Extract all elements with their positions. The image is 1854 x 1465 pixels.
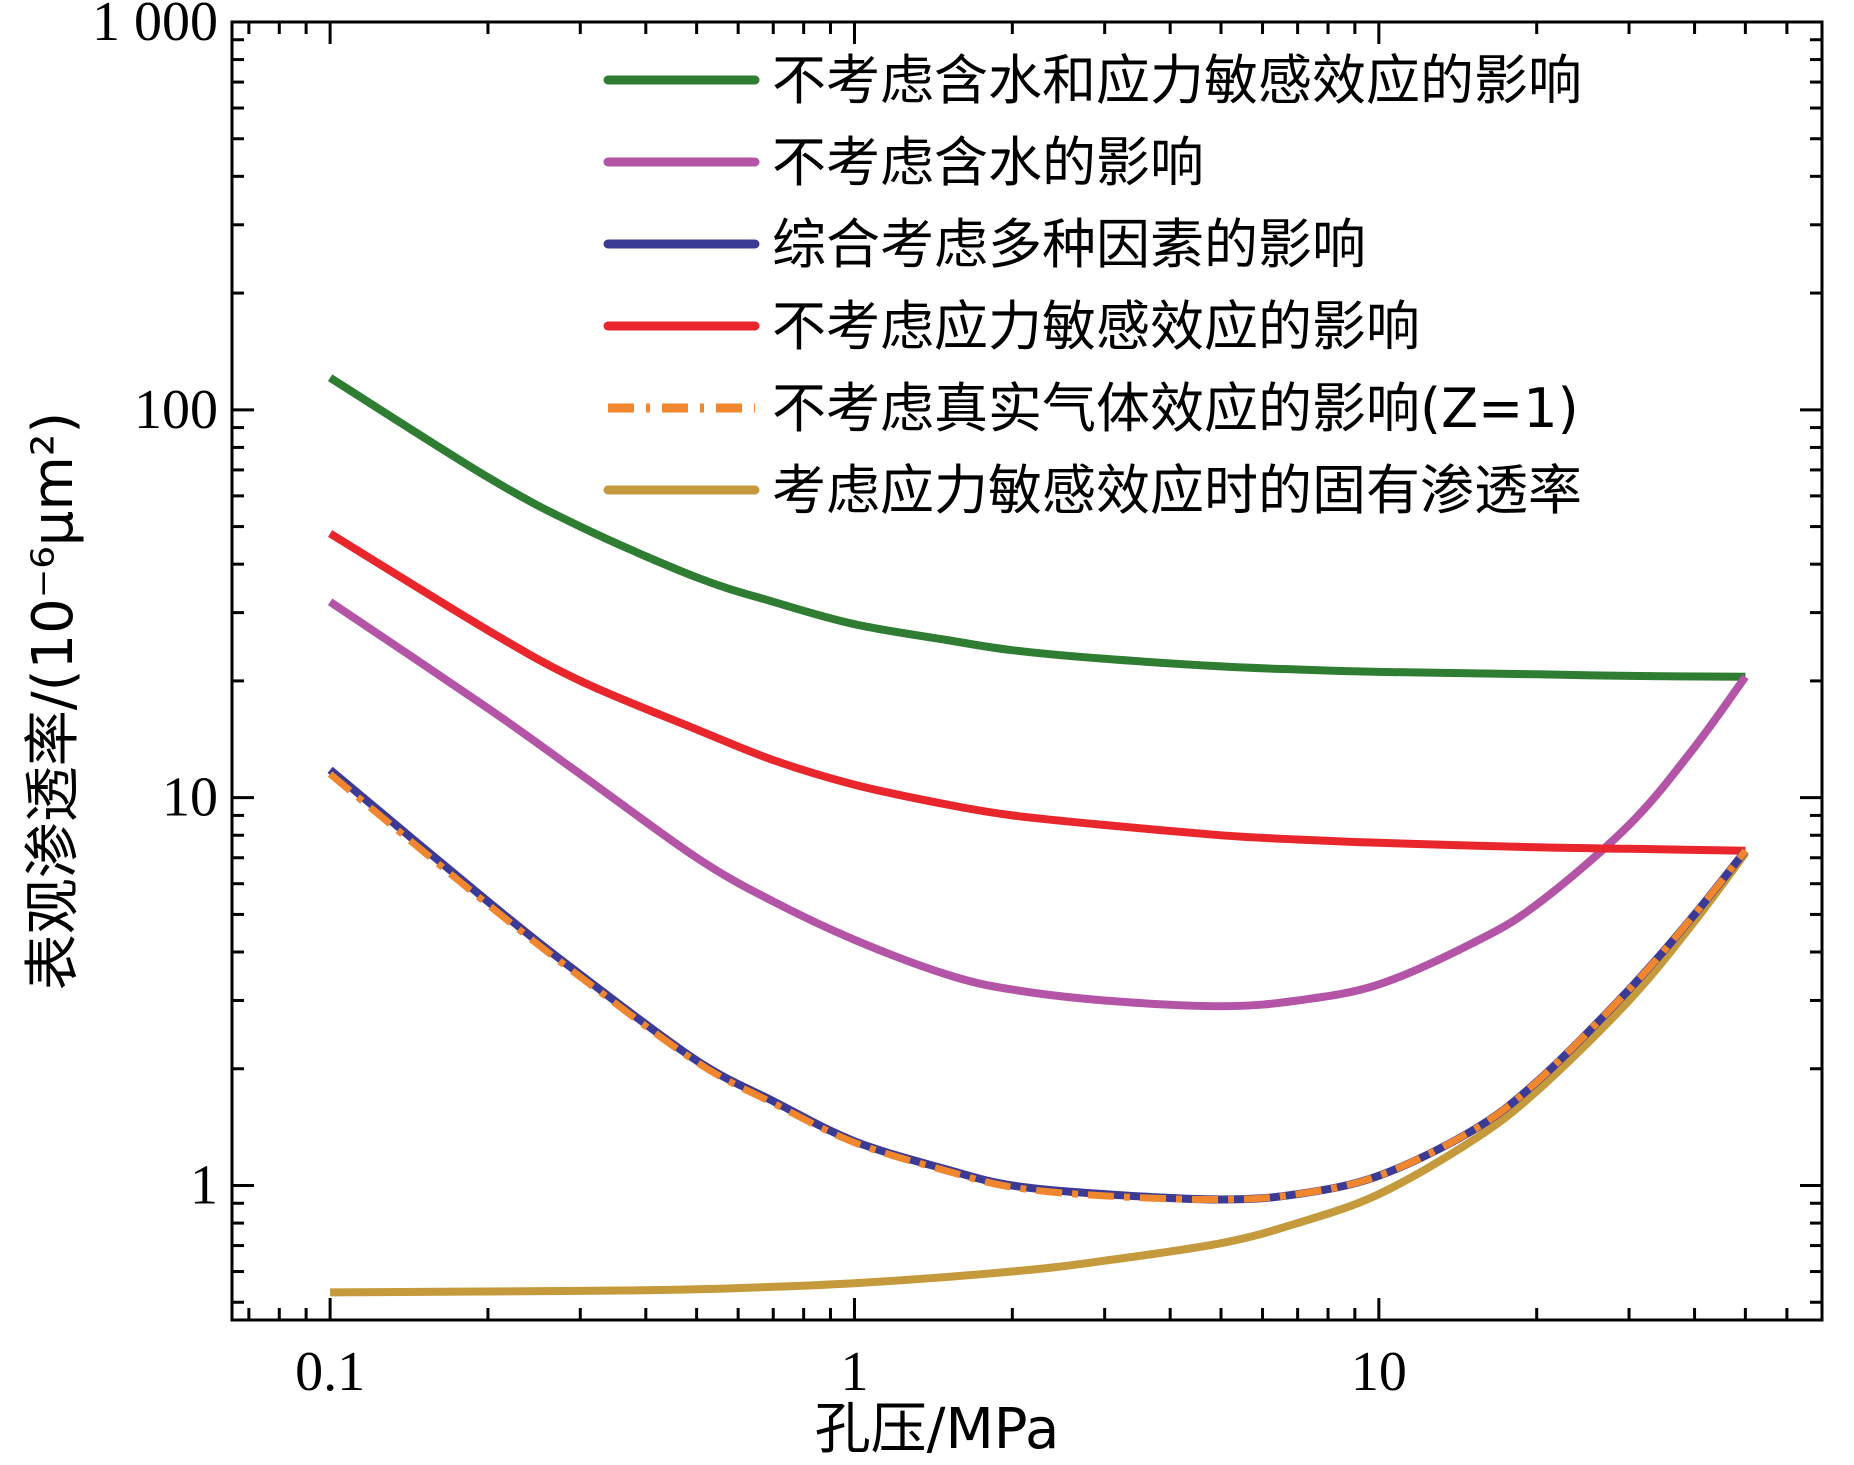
series-line-4 (327, 771, 1749, 1204)
x-axis: 0.1 1 10 (247, 22, 1824, 1403)
legend-label-5: 考虑应力敏感效应时的固有渗透率 (772, 459, 1582, 522)
y-axis-title: 表观渗透率/(10⁻⁶μm²) (21, 412, 86, 990)
series-layer (327, 374, 1749, 1297)
legend-label-0: 不考虑含水和应力敏感效应的影响 (772, 49, 1582, 112)
plot-area-border (230, 20, 1824, 1322)
x-axis-title: 孔压/MPa (815, 1397, 1060, 1462)
series-line-1 (327, 598, 1749, 1011)
legend: 不考虑含水和应力敏感效应的影响不考虑含水的影响综合考虑多种因素的影响不考虑应力敏… (603, 49, 1582, 522)
y-tick-label: 10 (162, 767, 218, 829)
plot-frame (230, 20, 1824, 1322)
x-tick-label: 0.1 (295, 1341, 365, 1403)
legend-label-4: 不考虑真实气体效应的影响(Z=1) (772, 377, 1579, 440)
y-axis: 1 10 100 1 000 (92, 0, 1822, 1304)
legend-label-1: 不考虑含水的影响 (772, 131, 1204, 194)
y-tick-label: 1 (190, 1155, 218, 1217)
x-tick-label: 1 (840, 1341, 868, 1403)
x-tick-label: 10 (1351, 1341, 1407, 1403)
y-tick-label: 100 (134, 379, 218, 441)
legend-label-2: 综合考虑多种因素的影响 (772, 213, 1366, 276)
series-line-5 (330, 850, 1749, 1297)
y-tick-label: 1 000 (92, 0, 218, 53)
series-line-0 (327, 374, 1746, 681)
legend-label-3: 不考虑应力敏感效应的影响 (772, 295, 1420, 358)
series-line-2 (327, 766, 1749, 1204)
series-line-3 (328, 530, 1746, 855)
